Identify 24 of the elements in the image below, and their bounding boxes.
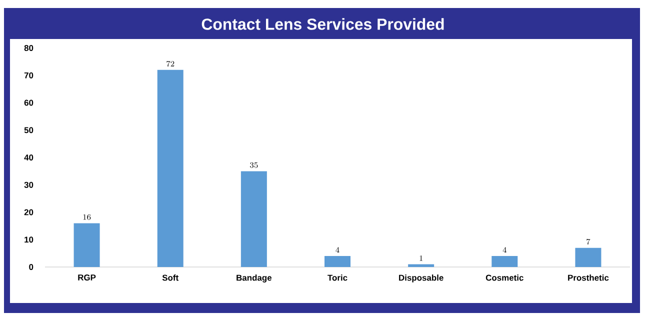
y-tick-label: 60: [24, 100, 34, 106]
x-tick-label: Prosthetic: [568, 274, 609, 281]
x-tick-label: Disposable: [399, 274, 444, 282]
x-tick-label: Soft: [162, 274, 178, 281]
chart-title: Contact Lens Services Provided: [202, 18, 444, 30]
bar: [157, 70, 184, 267]
y-tick-label: 80: [24, 45, 34, 51]
x-tick-label: Toric: [328, 274, 348, 281]
x-tick-label: Cosmetic: [486, 274, 524, 281]
y-tick-label: 30: [24, 182, 34, 188]
y-tick-label: 0: [29, 264, 34, 270]
y-tick-label: 50: [24, 127, 34, 134]
x-tick-label: Bandage: [236, 274, 272, 282]
y-tick-label: 10: [24, 236, 34, 243]
bar: [240, 171, 267, 267]
bar: [575, 248, 602, 267]
bar: [74, 223, 100, 267]
bar: [324, 256, 350, 267]
y-tick-label: 70: [24, 72, 34, 78]
x-tick-label: RGP: [78, 274, 96, 281]
bar: [492, 256, 518, 267]
y-tick-label: 20: [24, 209, 34, 216]
y-tick-label: 40: [24, 154, 34, 160]
bar: [408, 264, 434, 267]
